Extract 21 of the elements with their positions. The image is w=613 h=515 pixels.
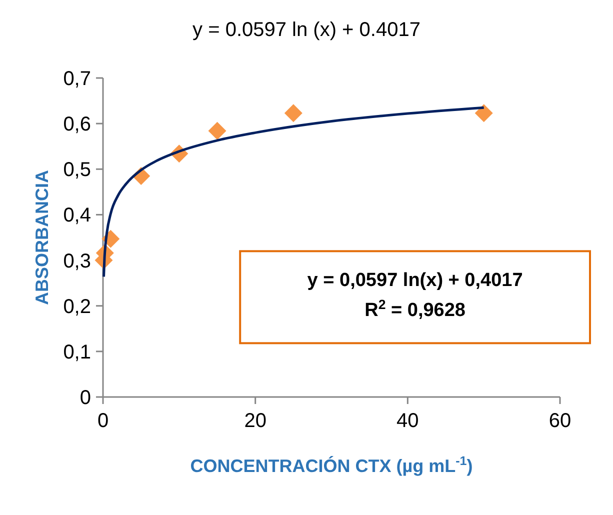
point (474, 104, 493, 122)
equation-box: y = 0,0597 ln(x) + 0,4017 R$^{2}$ = 0,9628 (239, 250, 591, 344)
x-tick-label: 0 (97, 410, 109, 432)
annotation: y = 0,0597 ln(x) + 0,4017 (307, 270, 523, 292)
x-axis-title: CONCENTRACIÓN CTX (µg mL$^{-1}$) (190, 454, 473, 476)
y-tick-label: 0,7 (63, 68, 91, 90)
chart-title: y = 0.0597 ln (x) + 0.4017 (192, 19, 420, 41)
x-tick-label: 40 (396, 410, 419, 432)
y-tick-label: 0,6 (63, 114, 91, 136)
x-tick-label: 60 (548, 410, 572, 432)
point (208, 122, 226, 140)
x-tick-label: 20 (244, 410, 266, 432)
y-tick-label: 0,4 (63, 204, 91, 227)
annotation: R$^{2}$ = 0,9628 (364, 296, 466, 322)
y-tick-label: 0,3 (63, 250, 91, 272)
y-tick-label: 0,2 (63, 296, 91, 318)
y-tick-label: 0 (80, 387, 91, 409)
y-axis-title: ABSORBANCIA (32, 170, 52, 305)
point (284, 104, 302, 122)
y-tick-label: 0,1 (63, 341, 91, 364)
y-tick-label: 0,5 (63, 159, 91, 182)
